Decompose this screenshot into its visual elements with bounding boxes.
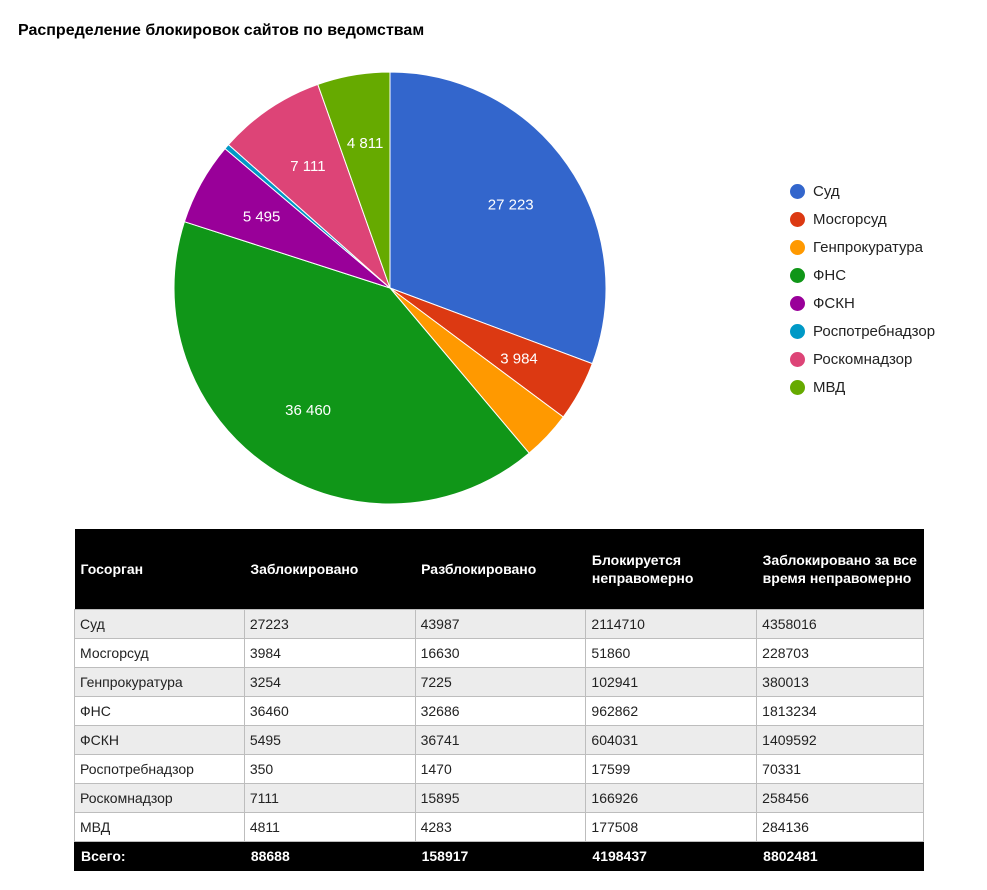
value-cell: 32686 [414, 696, 587, 726]
header-total-blocked-illegally: Заблокировано за все время неправомерно [756, 529, 924, 610]
total-cell: 158917 [414, 841, 587, 871]
pie-chart: 27 223 3 984 36 460 5 495 7 111 4 811 [173, 71, 607, 505]
value-cell: 2114710 [585, 609, 758, 639]
value-cell: 7225 [414, 667, 587, 697]
table-row: МВД 4811 4283 177508 284136 [74, 812, 924, 842]
total-cell: 4198437 [585, 841, 758, 871]
value-cell: 962862 [585, 696, 758, 726]
legend-swatch [790, 183, 805, 199]
value-cell: 27223 [243, 609, 416, 639]
table-row: Роспотребнадзор 350 1470 17599 70331 [74, 754, 924, 784]
pie-slice [389, 71, 607, 365]
legend-swatch [790, 239, 805, 255]
agency-cell: ФНС [74, 696, 245, 726]
value-cell: 284136 [756, 812, 924, 842]
table-total-row: Всего: 88688 158917 4198437 8802481 [74, 841, 924, 871]
slice-label: 7 111 [290, 158, 325, 175]
legend-item: МВД [790, 373, 935, 401]
legend-label: Суд [813, 182, 840, 200]
agency-cell: Роспотребнадзор [74, 754, 245, 784]
value-cell: 1470 [414, 754, 587, 784]
slice-label: 3 984 [500, 350, 538, 367]
slice-label: 27 223 [488, 196, 534, 213]
legend-swatch [790, 323, 805, 339]
value-cell: 16630 [414, 638, 587, 668]
legend-label: Генпрокуратура [813, 238, 924, 256]
legend-item: Суд [790, 177, 935, 205]
agency-cell: Генпрокуратура [74, 667, 245, 697]
table-row: ФНС 36460 32686 962862 1813234 [74, 696, 924, 726]
legend-item: ФСКН [790, 289, 935, 317]
agency-cell: Мосгорсуд [74, 638, 245, 668]
pie-slice [317, 71, 391, 289]
legend-label: Мосгорсуд [813, 210, 887, 228]
table-row: Суд 27223 43987 2114710 4358016 [74, 609, 924, 639]
value-cell: 36741 [414, 725, 587, 755]
header-unblocked: Разблокировано [415, 529, 586, 610]
legend-swatch [790, 351, 805, 367]
total-label: Всего: [74, 841, 245, 871]
total-cell: 8802481 [756, 841, 924, 871]
value-cell: 4811 [243, 812, 416, 842]
agency-cell: Роскомнадзор [74, 783, 245, 813]
value-cell: 3984 [243, 638, 416, 668]
legend-swatch [790, 295, 805, 311]
legend-swatch [790, 379, 805, 395]
slice-label: 36 460 [285, 402, 331, 419]
chart-legend: Суд Мосгорсуд Генпрокуратура ФНС ФСКН Роспотр… [790, 177, 935, 401]
value-cell: 102941 [585, 667, 758, 697]
pie-slice [227, 83, 391, 289]
legend-label: Роспотребнадзор [813, 322, 936, 340]
agency-cell: Суд [74, 609, 245, 639]
legend-swatch [790, 267, 805, 283]
header-agency: Госорган [74, 529, 245, 610]
legend-item: ФНС [790, 261, 935, 289]
legend-item: Роспотребнадзор [790, 317, 935, 345]
table-row: Роскомнадзор 7111 15895 166926 258456 [74, 783, 924, 813]
table-row: Мосгорсуд 3984 16630 51860 228703 [74, 638, 924, 668]
value-cell: 258456 [756, 783, 924, 813]
legend-swatch [790, 211, 805, 227]
pie-slice [173, 221, 530, 505]
header-blocked-illegally: Блокируется неправомерно [585, 529, 757, 610]
value-cell: 166926 [585, 783, 758, 813]
value-cell: 380013 [756, 667, 924, 697]
legend-item: Мосгорсуд [790, 205, 935, 233]
value-cell: 1409592 [756, 725, 924, 755]
value-cell: 70331 [756, 754, 924, 784]
legend-label: ФСКН [813, 294, 855, 312]
data-table: Госорган Заблокировано Разблокировано Бл… [74, 529, 924, 871]
agency-cell: МВД [74, 812, 245, 842]
legend-label: Роскомнадзор [813, 350, 913, 368]
legend-label: МВД [813, 378, 846, 396]
slice-label: 5 495 [243, 209, 281, 226]
table-header-row: Госорган Заблокировано Разблокировано Бл… [74, 529, 924, 610]
value-cell: 4283 [414, 812, 587, 842]
value-cell: 43987 [414, 609, 587, 639]
value-cell: 15895 [414, 783, 587, 813]
value-cell: 350 [243, 754, 416, 784]
value-cell: 228703 [756, 638, 924, 668]
value-cell: 36460 [243, 696, 416, 726]
value-cell: 7111 [243, 783, 416, 813]
table-row: Генпрокуратура 3254 7225 102941 380013 [74, 667, 924, 697]
value-cell: 177508 [585, 812, 758, 842]
value-cell: 51860 [585, 638, 758, 668]
header-blocked: Заблокировано [244, 529, 416, 610]
legend-label: ФНС [813, 266, 847, 284]
total-cell: 88688 [243, 841, 416, 871]
value-cell: 4358016 [756, 609, 924, 639]
chart-title: Распределение блокировок сайтов по ведом… [18, 22, 425, 39]
table-row: ФСКН 5495 36741 604031 1409592 [74, 725, 924, 755]
value-cell: 17599 [585, 754, 758, 784]
value-cell: 1813234 [756, 696, 924, 726]
value-cell: 5495 [243, 725, 416, 755]
value-cell: 604031 [585, 725, 758, 755]
slice-label: 4 811 [347, 135, 383, 152]
legend-item: Роскомнадзор [790, 345, 935, 373]
agency-cell: ФСКН [74, 725, 245, 755]
legend-item: Генпрокуратура [790, 233, 935, 261]
value-cell: 3254 [243, 667, 416, 697]
